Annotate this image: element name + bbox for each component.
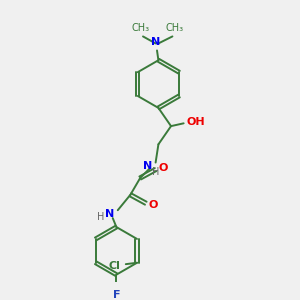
Text: N: N bbox=[151, 37, 160, 47]
Text: Cl: Cl bbox=[109, 261, 121, 271]
Text: O: O bbox=[148, 200, 158, 210]
Text: OH: OH bbox=[186, 117, 205, 127]
Text: CH₃: CH₃ bbox=[166, 23, 184, 33]
Text: CH₃: CH₃ bbox=[132, 23, 150, 33]
Text: H: H bbox=[152, 167, 160, 177]
Text: N: N bbox=[105, 208, 114, 219]
Text: N: N bbox=[143, 161, 152, 171]
Text: H: H bbox=[97, 212, 105, 222]
Text: O: O bbox=[158, 163, 168, 173]
Text: F: F bbox=[112, 290, 120, 300]
